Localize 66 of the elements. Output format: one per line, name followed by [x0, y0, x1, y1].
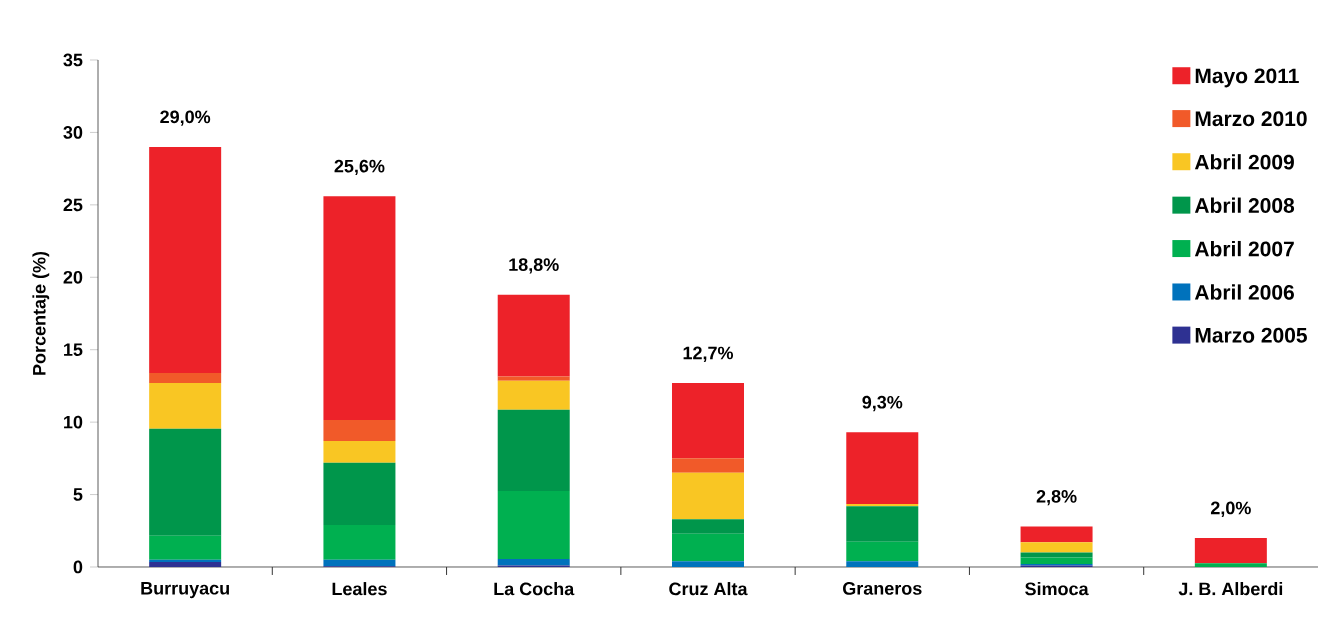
bar [1194, 563, 1267, 567]
bar [672, 519, 744, 534]
total-label: 2,8% [1036, 489, 1077, 506]
y-tick-label: 15 [64, 343, 83, 356]
bar [672, 383, 744, 459]
bar [149, 559, 222, 562]
x-tick-label: Leales [332, 582, 387, 596]
bar [323, 524, 396, 560]
y-axis-title: Porcentaje (%) [32, 251, 50, 375]
x-tick-label: J. B. Alberdi [1178, 582, 1283, 596]
bar [1020, 542, 1093, 553]
bar [846, 506, 919, 542]
legend-label: Abril 2008 [1194, 197, 1295, 213]
bar [846, 561, 919, 567]
bar [1194, 538, 1267, 564]
total-label: 2,0% [1210, 501, 1251, 517]
legend-label: Abril 2007 [1194, 240, 1294, 257]
bar [497, 380, 570, 410]
bar [672, 472, 744, 520]
bar [672, 458, 744, 473]
legend-label: Abril 2006 [1194, 284, 1294, 300]
bar [1020, 526, 1093, 543]
bar [497, 409, 570, 491]
x-tick-label: Simoca [1025, 582, 1089, 596]
bar [846, 503, 919, 507]
y-tick-label: 35 [63, 53, 83, 67]
bar [497, 294, 570, 377]
bar [846, 432, 919, 504]
bar [672, 533, 744, 562]
total-label: 25,6% [334, 159, 385, 176]
bar [497, 559, 570, 566]
bar [149, 146, 222, 373]
bar [323, 462, 396, 525]
y-tick-label: 0 [73, 560, 83, 574]
y-tick-label: 5 [73, 488, 83, 501]
x-tick-label: Graneros [843, 582, 922, 595]
bar [497, 490, 570, 560]
bar [149, 561, 222, 567]
legend-label: Mayo 2011 [1195, 68, 1299, 88]
total-label: 29,0% [160, 110, 211, 126]
legend-label: Marzo 2005 [1195, 327, 1307, 343]
bar [1020, 557, 1093, 565]
y-tick-label: 10 [64, 415, 83, 429]
x-tick-label: Cruz Alta [669, 582, 748, 596]
legend-label: Marzo 2010 [1195, 111, 1307, 127]
total-label: 18,8% [509, 258, 559, 274]
bar [1020, 552, 1093, 558]
bar [323, 196, 396, 420]
legend-label: Abril 2009 [1194, 154, 1294, 170]
bar [149, 372, 222, 384]
bar [323, 419, 396, 441]
y-tick-label: 30 [63, 126, 83, 139]
bar [323, 440, 396, 463]
bar [497, 376, 570, 381]
bar [846, 541, 919, 562]
x-tick-label: Burruyacu [141, 582, 229, 599]
bar [149, 383, 222, 429]
total-label: 9,3% [862, 395, 903, 412]
y-tick-label: 25 [63, 198, 83, 212]
bar [149, 535, 222, 560]
bar [149, 428, 222, 536]
bar [323, 559, 396, 567]
bar [672, 561, 744, 567]
x-tick-label: La Cocha [494, 582, 575, 596]
y-tick-label: 20 [63, 270, 83, 284]
total-label: 12,7% [683, 346, 734, 362]
